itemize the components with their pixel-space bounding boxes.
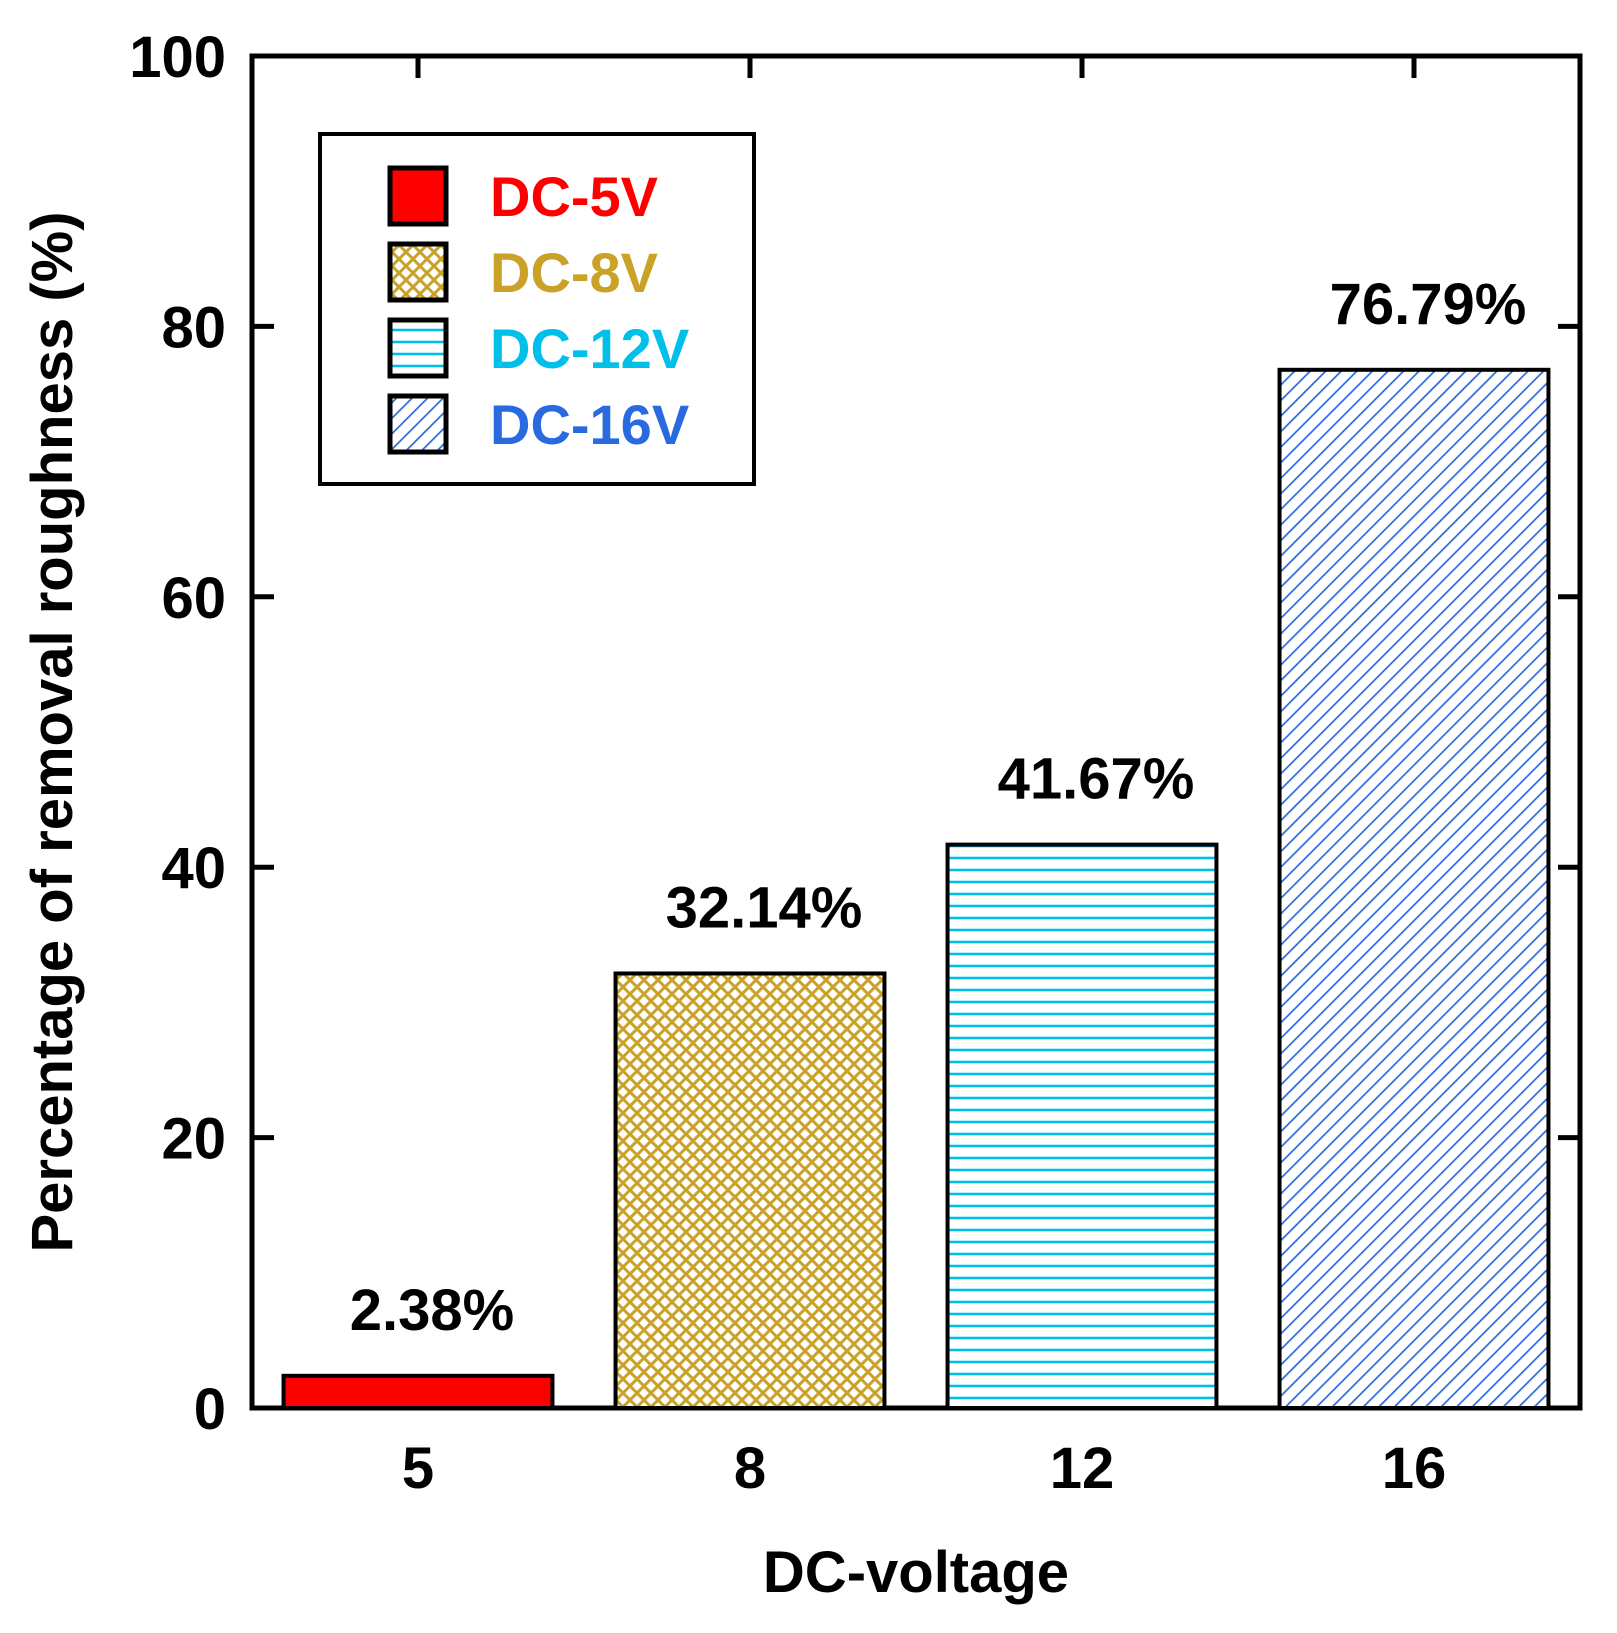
y-axis: 0 20 40 60 80 100 [129,25,1580,1442]
x-tick-label: 8 [734,1436,766,1501]
legend-label-dc-16v: DC-16V [490,393,689,456]
legend-swatch-dc-8v [387,241,449,303]
bar-dc-8v [613,971,887,1411]
legend-label-dc-5v: DC-5V [490,165,658,228]
y-tick-label: 0 [194,1377,226,1442]
bar-dc-16v [1277,367,1551,1410]
y-tick-label: 20 [161,1107,226,1172]
legend-box [318,132,756,486]
bar-series [281,367,1551,1411]
x-tick-label: 16 [1382,1436,1447,1501]
legend-label-dc-12v: DC-12V [490,317,689,380]
legend: DC-5V DC-8V DC-12V DC-16V [318,132,756,486]
data-label: 32.14% [666,875,863,940]
legend-label-dc-8v: DC-8V [490,241,658,304]
bar-dc-12v [945,842,1219,1410]
plot-frame [249,53,1583,1411]
x-axis: 5 8 12 16 [402,56,1446,1501]
data-labels: 2.38% 32.14% 41.67% 76.79% [350,272,1527,1343]
data-label: 2.38% [350,1278,514,1343]
x-axis-label: DC-voltage [763,1540,1069,1605]
y-tick-label: 40 [161,836,226,901]
y-axis-label: Percentage of removal roughness (%) [20,211,85,1252]
y-tick-label: 60 [161,566,226,631]
legend-swatch-dc-5v [387,165,449,227]
data-label: 41.67% [998,747,1195,812]
legend-swatch-dc-16v [387,393,449,455]
x-tick-label: 12 [1050,1436,1115,1501]
legend-swatch-dc-12v [387,317,449,379]
x-tick-label: 5 [402,1436,434,1501]
y-tick-label: 80 [161,295,226,360]
data-label: 76.79% [1330,272,1527,337]
y-tick-label: 100 [129,25,226,90]
bar-dc-5v [281,1373,555,1410]
